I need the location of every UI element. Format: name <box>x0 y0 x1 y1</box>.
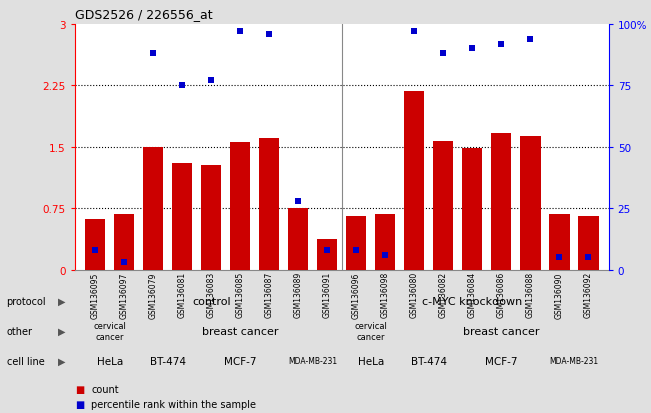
Text: HeLa: HeLa <box>357 356 384 366</box>
Bar <box>520 137 540 270</box>
Bar <box>201 166 221 270</box>
Bar <box>578 217 598 270</box>
Text: ▶: ▶ <box>58 297 66 306</box>
Text: MCF-7: MCF-7 <box>224 356 256 366</box>
Text: count: count <box>91 384 118 394</box>
Text: ▶: ▶ <box>58 356 66 366</box>
Bar <box>85 219 105 270</box>
Text: GDS2526 / 226556_at: GDS2526 / 226556_at <box>75 8 212 21</box>
Bar <box>492 133 512 270</box>
Bar <box>114 214 134 270</box>
Point <box>177 83 187 89</box>
Point <box>119 259 130 266</box>
Bar <box>549 214 570 270</box>
Text: cell line: cell line <box>7 356 44 366</box>
Text: control: control <box>192 297 230 306</box>
Text: breast cancer: breast cancer <box>202 326 279 336</box>
Text: ■: ■ <box>75 399 84 409</box>
Point <box>235 29 245 36</box>
Text: percentile rank within the sample: percentile rank within the sample <box>91 399 256 409</box>
Point <box>322 247 333 254</box>
Point <box>264 31 275 38</box>
Bar <box>375 214 395 270</box>
Point <box>380 252 391 259</box>
Bar <box>317 239 337 270</box>
Bar <box>230 142 251 270</box>
Point <box>467 46 478 52</box>
Text: MCF-7: MCF-7 <box>485 356 518 366</box>
Point <box>438 51 449 57</box>
Point <box>525 36 536 43</box>
Bar <box>143 147 163 270</box>
Bar <box>259 138 279 270</box>
Bar <box>404 92 424 270</box>
Point <box>206 78 216 85</box>
Point <box>293 198 303 205</box>
Bar <box>346 217 367 270</box>
Text: ■: ■ <box>75 384 84 394</box>
Text: breast cancer: breast cancer <box>463 326 540 336</box>
Text: cervical
cancer: cervical cancer <box>354 322 387 341</box>
Text: ▶: ▶ <box>58 326 66 336</box>
Text: BT-474: BT-474 <box>150 356 186 366</box>
Text: cervical
cancer: cervical cancer <box>93 322 126 341</box>
Point <box>409 29 419 36</box>
Text: HeLa: HeLa <box>96 356 123 366</box>
Text: BT-474: BT-474 <box>411 356 447 366</box>
Point <box>496 41 506 48</box>
Bar <box>433 142 454 270</box>
Bar <box>288 209 309 270</box>
Point <box>148 51 158 57</box>
Text: protocol: protocol <box>7 297 46 306</box>
Text: other: other <box>7 326 33 336</box>
Point <box>90 247 100 254</box>
Bar <box>462 148 482 270</box>
Point <box>583 254 594 261</box>
Text: MDA-MB-231: MDA-MB-231 <box>549 356 598 366</box>
Text: MDA-MB-231: MDA-MB-231 <box>288 356 337 366</box>
Bar <box>172 164 192 270</box>
Text: c-MYC knockdown: c-MYC knockdown <box>422 297 523 306</box>
Point <box>351 247 361 254</box>
Point <box>554 254 564 261</box>
